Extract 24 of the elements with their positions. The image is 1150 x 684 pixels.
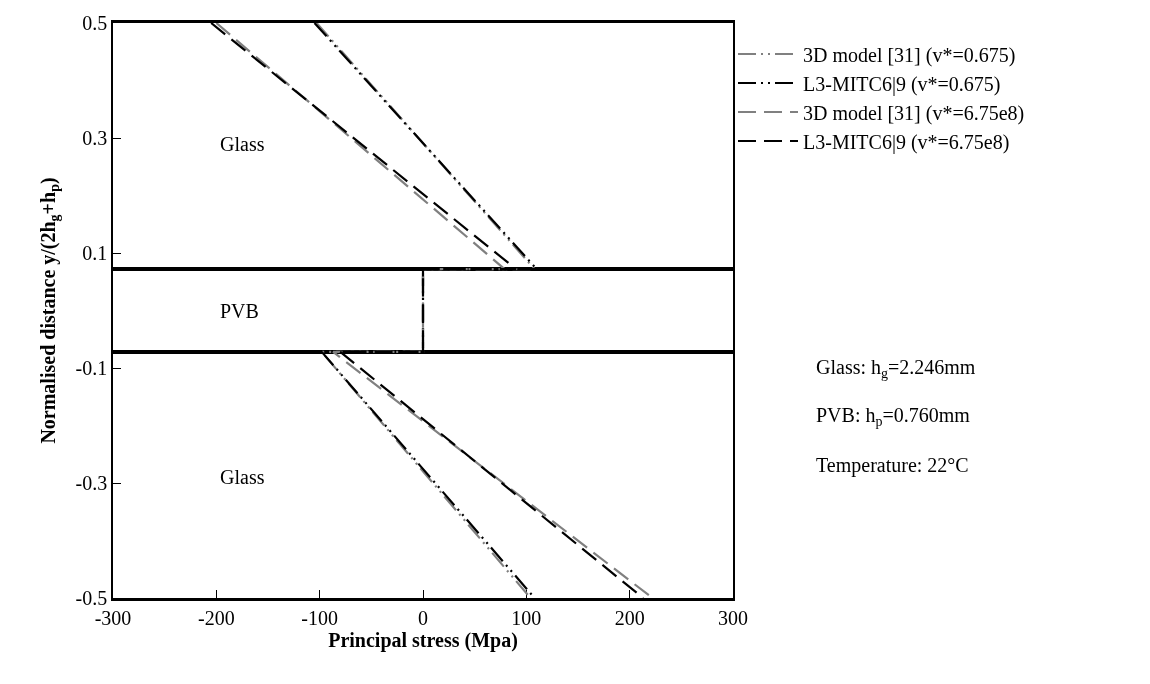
legend-label: L3-MITC6|9 (v*=6.75e8) [803,130,1010,154]
x-tick-label: -200 [197,607,235,629]
annotation: Glass [220,133,265,155]
y-tick-label: -0.1 [75,357,108,379]
x-tick-label: -300 [94,607,132,629]
text: Glass: h$_{g}$=2.246mm [816,356,976,382]
y-tick-label: 0.5 [82,12,108,34]
legend-label: 3D model [31] (v*=0.675) [803,43,1016,67]
x-tick-label: 100 [511,607,542,629]
x-tick-label: 200 [614,607,645,629]
x-tick-label: 300 [718,607,748,629]
x-axis-title: Principal stress (Mpa) [328,629,518,652]
y-tick-label: -0.5 [75,587,108,609]
text: PVB: h$_{p}$=0.760mm [816,404,971,430]
text: Temperature: 22°C [816,454,969,477]
annotation: Glass [220,466,265,488]
y-tick-label: 0.3 [82,127,108,149]
legend-label: 3D model [31] (v*=6.75e8) [803,101,1025,125]
y-tick-label: 0.1 [82,242,108,264]
annotation: PVB [220,300,259,322]
y-tick-label: -0.3 [75,472,108,494]
legend-label: L3-MITC6|9 (v*=0.675) [803,72,1001,96]
x-tick-label: 0 [418,607,428,629]
x-tick-label: -100 [301,607,339,629]
